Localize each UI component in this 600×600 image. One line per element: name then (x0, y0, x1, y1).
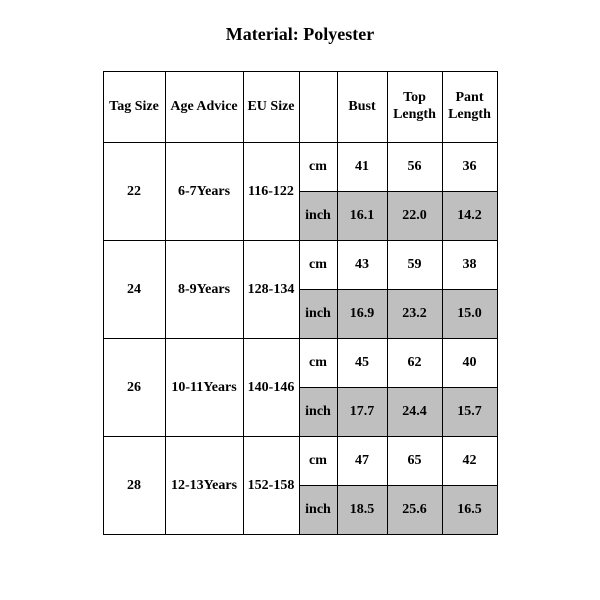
col-eu-size: EU Size (243, 72, 299, 143)
table-row: 28 12-13Years 152-158 cm 47 65 42 (103, 437, 497, 486)
cell-unit-cm: cm (299, 339, 337, 388)
cell-pant-inch: 16.5 (442, 486, 497, 535)
cell-tag: 24 (103, 241, 165, 339)
cell-unit-cm: cm (299, 437, 337, 486)
page-title: Material: Polyester (0, 24, 600, 45)
cell-top-inch: 24.4 (387, 388, 442, 437)
col-age-advice: Age Advice (165, 72, 243, 143)
cell-bust-inch: 16.9 (337, 290, 387, 339)
cell-eu: 140-146 (243, 339, 299, 437)
col-tag-size: Tag Size (103, 72, 165, 143)
size-table: Tag Size Age Advice EU Size Bust Top Len… (103, 71, 498, 535)
col-bust: Bust (337, 72, 387, 143)
cell-top-cm: 56 (387, 143, 442, 192)
cell-tag: 26 (103, 339, 165, 437)
cell-pant-cm: 36 (442, 143, 497, 192)
cell-tag: 22 (103, 143, 165, 241)
cell-bust-inch: 18.5 (337, 486, 387, 535)
cell-top-inch: 22.0 (387, 192, 442, 241)
cell-age: 8-9Years (165, 241, 243, 339)
cell-pant-cm: 38 (442, 241, 497, 290)
cell-tag: 28 (103, 437, 165, 535)
cell-pant-inch: 14.2 (442, 192, 497, 241)
cell-top-inch: 23.2 (387, 290, 442, 339)
cell-eu: 116-122 (243, 143, 299, 241)
cell-top-cm: 65 (387, 437, 442, 486)
cell-age: 12-13Years (165, 437, 243, 535)
cell-bust-inch: 16.1 (337, 192, 387, 241)
header-row: Tag Size Age Advice EU Size Bust Top Len… (103, 72, 497, 143)
cell-unit-inch: inch (299, 486, 337, 535)
cell-bust-inch: 17.7 (337, 388, 387, 437)
cell-unit-inch: inch (299, 388, 337, 437)
table-row: 26 10-11Years 140-146 cm 45 62 40 (103, 339, 497, 388)
col-unit (299, 72, 337, 143)
cell-top-cm: 59 (387, 241, 442, 290)
cell-eu: 128-134 (243, 241, 299, 339)
col-top-length: Top Length (387, 72, 442, 143)
cell-pant-inch: 15.0 (442, 290, 497, 339)
cell-pant-cm: 40 (442, 339, 497, 388)
cell-top-inch: 25.6 (387, 486, 442, 535)
cell-pant-inch: 15.7 (442, 388, 497, 437)
cell-unit-cm: cm (299, 241, 337, 290)
table-row: 22 6-7Years 116-122 cm 41 56 36 (103, 143, 497, 192)
col-pant-length: Pant Length (442, 72, 497, 143)
cell-bust-cm: 47 (337, 437, 387, 486)
cell-bust-cm: 45 (337, 339, 387, 388)
cell-unit-cm: cm (299, 143, 337, 192)
cell-bust-cm: 43 (337, 241, 387, 290)
cell-top-cm: 62 (387, 339, 442, 388)
cell-eu: 152-158 (243, 437, 299, 535)
cell-age: 10-11Years (165, 339, 243, 437)
cell-bust-cm: 41 (337, 143, 387, 192)
cell-age: 6-7Years (165, 143, 243, 241)
page: Material: Polyester Tag Size Age Advice … (0, 0, 600, 600)
table-row: 24 8-9Years 128-134 cm 43 59 38 (103, 241, 497, 290)
cell-pant-cm: 42 (442, 437, 497, 486)
cell-unit-inch: inch (299, 290, 337, 339)
cell-unit-inch: inch (299, 192, 337, 241)
